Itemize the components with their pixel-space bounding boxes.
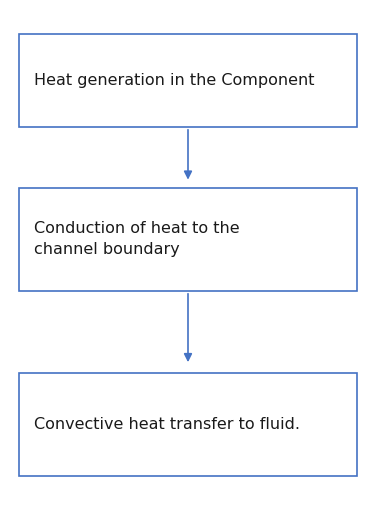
Text: Heat generation in the Component: Heat generation in the Component — [34, 73, 314, 88]
Text: Convective heat transfer to fluid.: Convective heat transfer to fluid. — [34, 417, 300, 432]
FancyBboxPatch shape — [19, 34, 357, 127]
FancyBboxPatch shape — [19, 188, 357, 291]
FancyBboxPatch shape — [19, 373, 357, 476]
Text: Conduction of heat to the
channel boundary: Conduction of heat to the channel bounda… — [34, 221, 240, 258]
